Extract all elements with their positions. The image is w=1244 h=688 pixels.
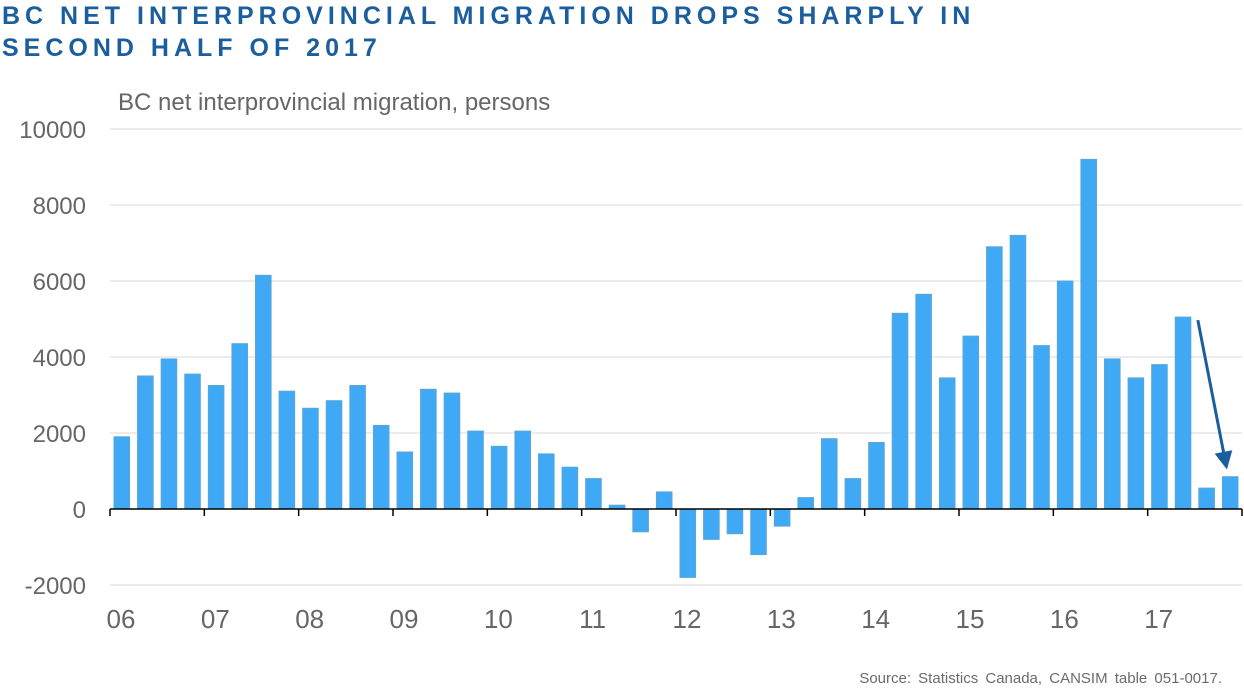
x-tick-label: 11 [579, 604, 606, 634]
bar [538, 453, 555, 510]
bar [302, 407, 319, 510]
bar [773, 508, 791, 527]
bar [1056, 280, 1074, 510]
source-note: Source: Statistics Canada, CANSIM table … [859, 670, 1222, 687]
bar [1174, 316, 1192, 510]
bar [467, 430, 484, 510]
x-tick-label: 14 [861, 604, 890, 634]
bar [703, 508, 720, 540]
bar [514, 430, 531, 510]
bar [938, 377, 956, 510]
x-tick-label: 07 [201, 604, 230, 634]
bar [349, 385, 366, 510]
drop-arrow [1196, 319, 1233, 470]
chart-title: BC NET INTERPROVINCIAL MIGRATION DROPS S… [2, 0, 1202, 64]
bar [372, 424, 390, 510]
bar [726, 508, 744, 535]
bar [868, 442, 885, 510]
bar [750, 508, 767, 556]
chart-title-line-2: SECOND HALF OF 2017 [2, 34, 382, 62]
bar [1033, 345, 1050, 510]
y-tick-label: 2000 [33, 421, 86, 448]
bar [561, 466, 579, 510]
bar [632, 508, 649, 533]
bar [160, 358, 178, 510]
bar [490, 445, 508, 510]
bar [325, 400, 343, 510]
x-tick-label: 13 [767, 604, 796, 634]
bar [278, 390, 296, 510]
gridlines [110, 128, 1242, 586]
bar [915, 293, 932, 510]
bar [797, 497, 814, 510]
bar [1009, 234, 1027, 510]
y-tick-label: 4000 [33, 345, 86, 372]
bar [231, 343, 248, 510]
bar [113, 436, 131, 510]
bar [255, 274, 272, 510]
x-axis [109, 508, 1243, 516]
x-axis-labels: 06 07 08 09 10 11 12 13 14 15 16 17 [107, 604, 1174, 634]
x-tick-label: 08 [295, 604, 324, 634]
y-tick-label: -2000 [25, 573, 86, 600]
bar [891, 312, 909, 510]
bar [844, 478, 862, 510]
bar [184, 373, 201, 510]
x-tick-label: 10 [484, 604, 513, 634]
bar [443, 392, 461, 510]
x-tick-label: 15 [956, 604, 985, 634]
y-tick-label: 0 [73, 497, 86, 524]
bar [1104, 358, 1121, 510]
chart-title-line-1: BC NET INTERPROVINCIAL MIGRATION DROPS S… [2, 2, 976, 30]
bar [1151, 364, 1168, 510]
chart-subtitle: BC net interprovincial migration, person… [118, 89, 550, 116]
y-axis-labels: -2000 0 2000 4000 6000 8000 10000 [19, 117, 86, 600]
bar [207, 385, 225, 510]
bar [679, 508, 697, 578]
bar [396, 451, 414, 510]
x-tick-label: 12 [673, 604, 702, 634]
bar [1221, 476, 1239, 510]
x-tick-label: 09 [390, 604, 419, 634]
bar [962, 335, 980, 510]
y-tick-label: 6000 [33, 269, 86, 296]
y-tick-label: 10000 [19, 117, 86, 144]
x-tick-label: 16 [1050, 604, 1079, 634]
bar [137, 375, 154, 510]
bar [1127, 377, 1145, 510]
bar [655, 491, 673, 510]
bar [420, 388, 437, 510]
bar [1198, 487, 1215, 510]
y-tick-label: 8000 [33, 193, 86, 220]
bar [821, 438, 838, 510]
bar [986, 246, 1003, 510]
x-tick-label: 06 [107, 604, 136, 634]
bar [1080, 158, 1097, 510]
bar [585, 478, 602, 510]
x-tick-label: 17 [1144, 604, 1173, 634]
